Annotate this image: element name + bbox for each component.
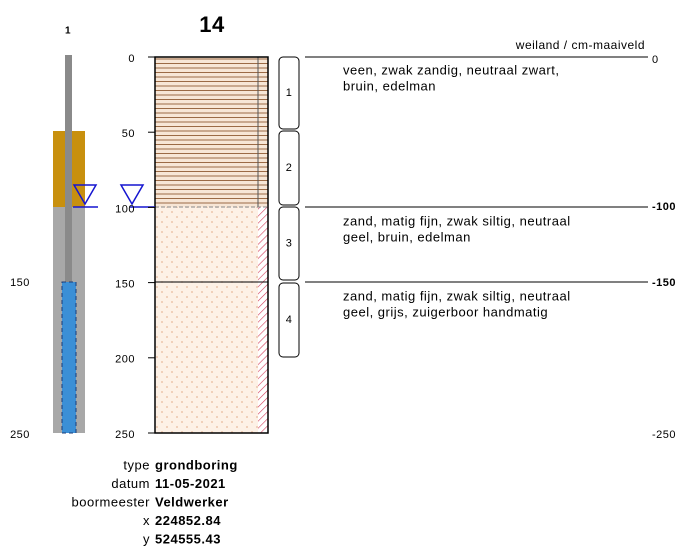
meta-value: 11-05-2021 [155,476,226,491]
meta-value: 524555.43 [155,531,221,546]
sample-box [278,206,300,281]
water-level [119,184,145,206]
header: weiland / cm-maaiveld [515,38,645,52]
sample-box [278,282,300,358]
filter [61,281,77,434]
meta-label: y [143,531,150,546]
sample-label: 3 [286,237,293,249]
depth-label: 100 [115,203,135,215]
meta-value: 224852.84 [155,513,221,528]
depth-label: 50 [122,128,135,140]
layer-description: geel, grijs, zuigerboor handmatig [343,304,548,319]
layer-description: veen, zwak zandig, neutraal zwart, [343,62,559,77]
sample-box [278,130,300,206]
sample-label: 4 [286,314,293,326]
sand-layer [155,207,268,433]
meta-value: Veldwerker [155,494,229,509]
meta-label: boormeester [72,494,151,509]
depth-label: 150 [115,279,135,291]
depth-label: 0 [128,53,135,65]
layer-description: geel, bruin, edelman [343,229,471,244]
level: -150 [652,277,676,289]
layer-description: zand, matig fijn, zwak siltig, neutraal [343,288,571,303]
meta-value: grondboring [155,457,238,472]
column-frame [154,56,269,434]
level: 0 [652,54,659,66]
well-depth: 250 [10,429,30,441]
sample-box [278,56,300,130]
depth-label: 250 [115,429,135,441]
well-depth: 150 [10,277,30,289]
well-label: 1 [65,26,71,37]
layer-description: zand, matig fijn, zwak siltig, neutraal [343,213,571,228]
meta-label: x [143,513,150,528]
sample-label: 1 [286,87,293,99]
meta-label: datum [111,476,150,491]
title: 14 [199,12,225,37]
sample-strip [258,207,268,433]
meta-label: type [123,457,150,472]
pipe [65,55,72,433]
layer-description: bruin, edelman [343,78,436,93]
depth-label: 200 [115,354,135,366]
peat-layer [155,57,268,207]
level: -250 [652,429,676,441]
level: -100 [652,201,676,213]
water-level [72,184,98,206]
sample-label: 2 [286,162,293,174]
